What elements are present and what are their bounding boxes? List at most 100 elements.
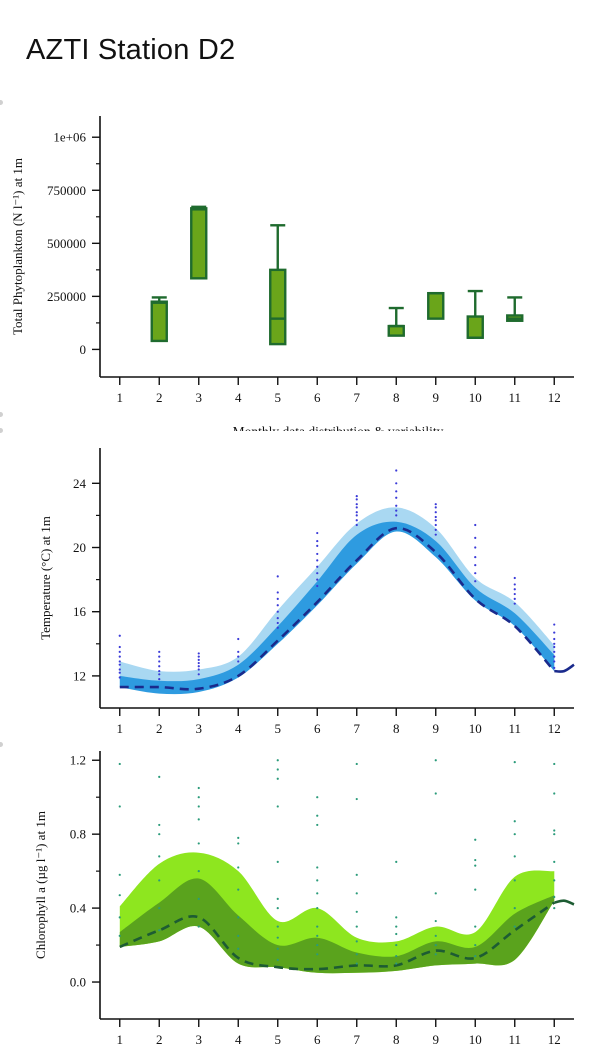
y-axis-title: Temperature (°C) at 1m <box>38 516 53 640</box>
observation-point <box>158 655 161 658</box>
observation-point <box>553 623 556 626</box>
x-tick-label: 12 <box>548 390 561 405</box>
observation-point <box>434 943 437 947</box>
observation-point <box>158 833 161 836</box>
observation-point <box>316 584 319 588</box>
observation-point <box>316 552 319 556</box>
x-tick-label: 11 <box>508 721 521 735</box>
observation-point <box>474 546 477 549</box>
observation-point <box>276 768 279 771</box>
observation-point <box>553 829 556 832</box>
observation-point <box>474 864 477 867</box>
observation-point <box>513 833 516 836</box>
observation-point <box>474 838 477 841</box>
observation-point <box>237 916 240 919</box>
x-tick-label: 2 <box>156 721 163 735</box>
observation-point <box>474 523 477 527</box>
observation-point <box>355 925 358 928</box>
observation-point <box>237 660 240 663</box>
x-tick-label: 9 <box>433 390 440 405</box>
observation-point <box>197 658 200 661</box>
observation-point <box>355 953 358 956</box>
observation-point <box>355 797 358 801</box>
observation-point <box>395 514 398 517</box>
x-tick-label: 4 <box>235 390 242 405</box>
x-tick-label: 1 <box>117 390 124 405</box>
x-tick-label: 3 <box>196 1032 203 1047</box>
y-tick-label: 20 <box>73 540 86 555</box>
x-tick-label: 11 <box>508 390 521 405</box>
observation-point <box>395 504 398 507</box>
observation-point <box>276 860 279 863</box>
y-axis-title: Total Phytoplankton (N l⁻¹) at 1m <box>10 158 25 335</box>
x-tick-label: 5 <box>275 721 282 735</box>
observation-point <box>474 572 477 575</box>
y-tick-label: 250000 <box>47 289 86 304</box>
y-tick-label: 0.4 <box>70 901 87 916</box>
observation-point <box>118 645 121 649</box>
observation-point <box>158 907 161 910</box>
x-tick-label: 10 <box>469 390 482 405</box>
observation-point <box>276 907 279 910</box>
y-tick-label: 1.2 <box>70 753 86 768</box>
observation-point <box>316 814 319 817</box>
x-tick-label: 7 <box>354 390 361 405</box>
observation-point <box>197 842 200 845</box>
observation-point <box>434 503 437 506</box>
x-tick-label: 7 <box>354 721 361 735</box>
observation-point <box>276 947 279 950</box>
observation-point <box>316 559 319 562</box>
observation-point <box>513 907 516 910</box>
box-body <box>466 315 484 339</box>
y-tick-label: 750000 <box>47 183 86 198</box>
observation-point <box>316 866 319 869</box>
observation-point <box>474 564 477 567</box>
observation-point <box>276 936 279 939</box>
observation-point <box>553 907 556 910</box>
observation-point <box>316 953 319 956</box>
observation-point <box>237 947 240 950</box>
observation-point <box>118 650 121 653</box>
y-tick-label: 500000 <box>47 236 86 251</box>
observation-point <box>316 565 319 568</box>
mean-line-tail <box>553 899 575 906</box>
page-title: AZTI Station D2 <box>26 34 236 66</box>
observation-point <box>197 786 200 790</box>
observation-point <box>118 934 121 937</box>
inner-range-band <box>119 878 555 974</box>
observation-point <box>118 663 121 666</box>
observation-point <box>158 660 161 663</box>
observation-point <box>434 759 437 762</box>
observation-point <box>316 892 319 895</box>
observation-point <box>355 892 358 895</box>
chlorophyll-chart: 0.0 0.4 0.8 1.2 1 2 3 4 5 6 7 8 9 10 11 12 Chlorophyll a… <box>0 735 600 1054</box>
observation-point <box>513 925 516 928</box>
observation-point <box>395 469 398 472</box>
margin-dot <box>0 100 3 105</box>
observation-point <box>355 511 358 514</box>
x-axis-title: Monthly data distribution & variability <box>233 424 444 431</box>
y-tick-label: 0.8 <box>70 827 86 842</box>
observation-point <box>197 796 200 799</box>
observation-point <box>474 556 477 559</box>
observation-point <box>553 895 556 899</box>
observation-point <box>276 621 279 625</box>
observation-point <box>553 655 556 658</box>
observation-point <box>316 796 319 799</box>
observation-point <box>316 943 319 947</box>
observation-point <box>118 671 121 674</box>
observation-point <box>237 934 240 937</box>
observation-point <box>316 879 319 882</box>
box-body <box>269 268 287 346</box>
observation-point <box>355 498 358 501</box>
x-tick-label: 5 <box>275 390 282 405</box>
observation-point <box>434 506 437 509</box>
observation-point <box>553 860 556 863</box>
observation-point <box>434 528 437 531</box>
observation-point <box>355 514 358 517</box>
observation-point <box>434 533 437 536</box>
observation-point <box>316 531 319 535</box>
observation-point <box>197 818 200 821</box>
y-tick-label: 24 <box>73 476 87 491</box>
